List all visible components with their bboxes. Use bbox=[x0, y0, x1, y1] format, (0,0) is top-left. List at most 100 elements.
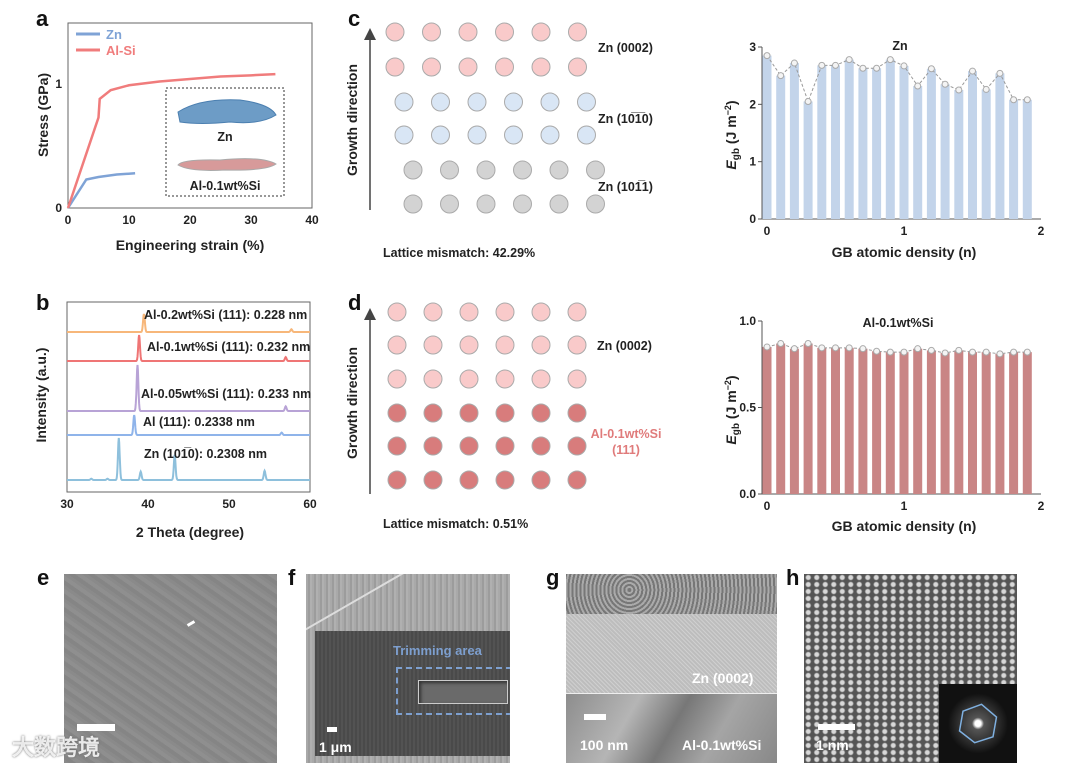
label-svg: e f g h bbox=[37, 565, 799, 590]
xrd-label: Al-0.05wt%Si (111): 0.233 nm bbox=[141, 387, 311, 401]
lattice-mismatch: Lattice mismatch: 0.51% bbox=[383, 517, 528, 531]
y-axis-label: Egb (J m−2) bbox=[723, 100, 742, 169]
data-point bbox=[927, 65, 935, 73]
label-alsi: Al-0.1wt%Si bbox=[591, 427, 662, 441]
data-point bbox=[790, 59, 798, 67]
inset-label-zn: Zn bbox=[217, 130, 232, 144]
atom bbox=[459, 470, 479, 490]
scale-bar bbox=[818, 724, 855, 730]
atom bbox=[531, 403, 551, 423]
panel-label-g: g bbox=[546, 565, 559, 590]
bar bbox=[1009, 352, 1019, 494]
x-tick-label: 10 bbox=[122, 213, 136, 227]
atom bbox=[387, 436, 407, 456]
atom bbox=[567, 369, 587, 389]
data-point bbox=[996, 69, 1004, 77]
plot-frame bbox=[66, 301, 311, 493]
series-line-zn bbox=[66, 172, 136, 209]
atom bbox=[467, 92, 487, 112]
panel-label-a: a bbox=[36, 6, 49, 31]
atom bbox=[423, 302, 443, 322]
bar bbox=[844, 59, 854, 219]
atom bbox=[504, 125, 523, 145]
atom bbox=[567, 470, 587, 490]
data-point bbox=[777, 72, 785, 80]
atom bbox=[403, 160, 423, 180]
data-point bbox=[900, 62, 908, 70]
growth-direction-label: Growth direction bbox=[344, 347, 360, 459]
data-point bbox=[777, 339, 785, 347]
atom bbox=[387, 302, 407, 322]
atom bbox=[476, 160, 496, 180]
atom bbox=[467, 125, 487, 145]
atom bbox=[531, 335, 551, 355]
atom bbox=[495, 302, 515, 322]
y-tick-label: 1 bbox=[55, 77, 62, 91]
atom bbox=[567, 403, 587, 423]
bar bbox=[872, 68, 882, 219]
xrd-pattern bbox=[67, 364, 310, 412]
atom bbox=[385, 22, 405, 42]
x-axis-label: GB atomic density (n) bbox=[832, 518, 977, 534]
atom bbox=[459, 403, 479, 423]
x-tick-label: 1 bbox=[901, 499, 908, 513]
bar bbox=[885, 59, 895, 219]
data-point bbox=[818, 344, 826, 352]
atom bbox=[387, 335, 407, 355]
x-tick-label: 30 bbox=[60, 497, 74, 511]
data-point bbox=[886, 348, 894, 356]
atom bbox=[387, 403, 407, 423]
scale-label: 1 μm bbox=[319, 739, 352, 755]
label-zn-0002: Zn (0002) bbox=[597, 339, 652, 353]
bar bbox=[926, 350, 936, 494]
y-tick-label: 0.5 bbox=[739, 401, 756, 415]
data-point bbox=[982, 85, 990, 93]
atom bbox=[459, 302, 479, 322]
atom bbox=[458, 57, 478, 77]
data-point bbox=[914, 345, 922, 353]
atom bbox=[549, 160, 569, 180]
atom bbox=[423, 470, 443, 490]
panel-label-f: f bbox=[288, 565, 296, 590]
hexagon-icon bbox=[958, 703, 998, 744]
bar bbox=[954, 350, 964, 494]
bar bbox=[776, 343, 786, 494]
lattice-mismatch: Lattice mismatch: 42.29% bbox=[383, 246, 535, 260]
atom bbox=[440, 160, 459, 180]
chart-title: Zn bbox=[892, 39, 907, 53]
lattice-diagram-zn: Growth direction Zn (0002) Zn (10̅1̅0) Z… bbox=[344, 22, 653, 260]
atom bbox=[586, 194, 605, 214]
x-tick-label: 50 bbox=[222, 497, 236, 511]
x-tick-label: 2 bbox=[1038, 499, 1045, 513]
y-tick-label: 3 bbox=[749, 40, 756, 54]
bar bbox=[872, 351, 882, 494]
y-tick-label: 0 bbox=[55, 201, 62, 215]
bar bbox=[1022, 352, 1032, 494]
atom bbox=[423, 335, 443, 355]
atom bbox=[549, 194, 569, 214]
x-tick-label: 30 bbox=[244, 213, 258, 227]
bar bbox=[789, 348, 799, 494]
data-point bbox=[914, 82, 922, 90]
bar bbox=[926, 68, 936, 219]
watermark: 大数跨境 bbox=[12, 736, 101, 761]
atom bbox=[476, 194, 496, 214]
atom bbox=[567, 335, 587, 355]
atom bbox=[385, 57, 405, 77]
atom bbox=[422, 22, 441, 42]
bar bbox=[899, 352, 909, 494]
atom bbox=[531, 369, 551, 389]
trench bbox=[418, 680, 508, 704]
x-tick-label: 2 bbox=[1038, 224, 1045, 238]
x-tick-label: 60 bbox=[303, 497, 317, 511]
atom bbox=[540, 125, 560, 145]
data-point bbox=[845, 56, 853, 64]
zn-label: Zn (0002) bbox=[692, 670, 754, 686]
data-point bbox=[1023, 96, 1031, 104]
scale-label: 1 nm bbox=[816, 737, 849, 753]
top-layer bbox=[566, 574, 777, 614]
atom bbox=[459, 436, 479, 456]
data-point bbox=[969, 67, 976, 75]
xrd-pattern bbox=[67, 334, 310, 362]
